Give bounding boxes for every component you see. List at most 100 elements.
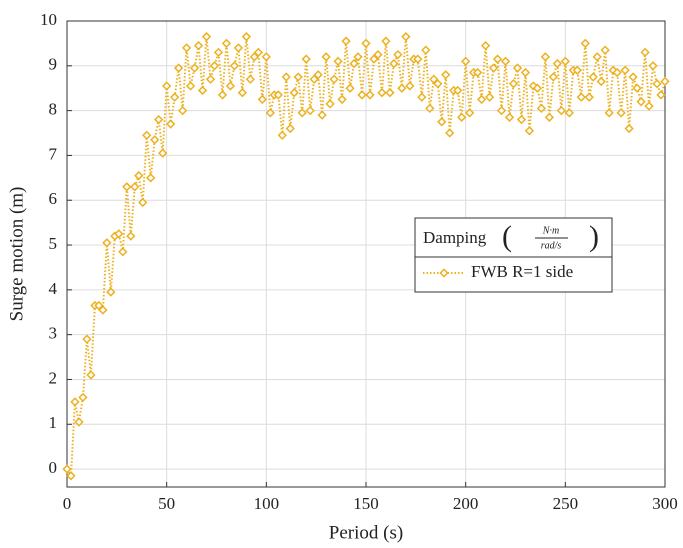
data-point (185, 81, 196, 91)
data-point (536, 103, 547, 114)
data-point (373, 49, 383, 60)
data-point (193, 40, 204, 51)
data-point (158, 148, 168, 158)
y-tick-label: 3 (49, 324, 58, 343)
y-tick-label: 4 (49, 279, 58, 298)
data-point (345, 83, 355, 93)
data-point (173, 63, 184, 73)
data-point (189, 63, 200, 73)
data-point (82, 334, 92, 344)
data-point (488, 63, 499, 73)
y-tick-label: 8 (49, 100, 58, 119)
data-point (138, 197, 148, 208)
legend-units-denominator: rad/s (541, 240, 562, 251)
data-point (504, 112, 515, 122)
y-tick-label: 10 (40, 10, 57, 29)
data-point (265, 108, 275, 118)
data-point (520, 67, 531, 78)
data-point (225, 81, 236, 91)
data-point (425, 103, 435, 114)
data-point (512, 63, 523, 73)
data-point (86, 370, 96, 380)
data-point (361, 38, 371, 49)
y-tick-label: 1 (49, 413, 58, 432)
data-point (500, 56, 511, 66)
data-point (365, 90, 375, 100)
data-point (337, 94, 347, 105)
data-point (114, 229, 124, 239)
data-point (401, 32, 411, 42)
data-point (257, 94, 268, 105)
data-point (580, 38, 590, 49)
data-point (94, 300, 104, 311)
data-point (389, 58, 399, 69)
data-point (261, 52, 271, 62)
data-point (560, 56, 570, 66)
data-point (556, 105, 567, 116)
data-point (564, 108, 574, 118)
data-point (377, 88, 387, 98)
data-point (130, 182, 140, 192)
data-point (544, 112, 555, 122)
data-point (233, 43, 244, 53)
data-point (472, 67, 483, 78)
y-tick-label: 5 (49, 234, 58, 253)
data-point (325, 99, 335, 109)
data-point (213, 47, 224, 58)
data-point (146, 173, 156, 183)
data-point (122, 182, 132, 192)
data-point (289, 88, 299, 98)
legend-marker (439, 268, 449, 278)
data-point (636, 96, 646, 107)
data-point (624, 123, 634, 134)
data-point (453, 85, 463, 96)
x-tick-label: 50 (158, 494, 175, 513)
data-point (169, 92, 180, 102)
data-point (126, 231, 136, 241)
data-point (241, 32, 252, 42)
x-tick-label: 200 (453, 494, 479, 513)
data-point (221, 38, 232, 49)
data-point (461, 56, 471, 66)
x-tick-label: 150 (353, 494, 379, 513)
legend-paren: ( (502, 220, 512, 253)
data-point (457, 112, 467, 122)
data-point (181, 43, 192, 53)
data-point (197, 85, 208, 96)
data-point (616, 108, 626, 118)
data-point (277, 130, 287, 140)
data-point (142, 130, 152, 140)
data-point (584, 92, 594, 102)
data-point (632, 83, 642, 93)
data-point (548, 72, 559, 82)
data-point (640, 47, 650, 58)
data-point (177, 105, 188, 116)
data-point (281, 72, 291, 82)
data-point (305, 105, 315, 116)
data-point (385, 88, 395, 98)
data-point (441, 70, 451, 80)
data-point (429, 74, 439, 84)
data-point (445, 128, 455, 138)
data-point (652, 79, 662, 89)
y-tick-label: 9 (49, 55, 58, 74)
data-point (660, 76, 670, 87)
data-point (106, 287, 116, 297)
data-point (437, 117, 447, 127)
data-point (249, 52, 260, 62)
data-point (508, 79, 519, 89)
data-point (405, 81, 415, 91)
data-point (70, 397, 80, 407)
data-point (540, 52, 551, 62)
legend-box (414, 217, 613, 293)
x-tick-label: 300 (652, 494, 678, 513)
data-point (656, 90, 666, 100)
x-tick-label: 100 (254, 494, 280, 513)
data-point (229, 61, 240, 71)
data-point (357, 90, 367, 100)
data-point (321, 52, 331, 62)
data-point (600, 45, 610, 55)
data-point (333, 56, 343, 66)
data-point (484, 92, 495, 102)
